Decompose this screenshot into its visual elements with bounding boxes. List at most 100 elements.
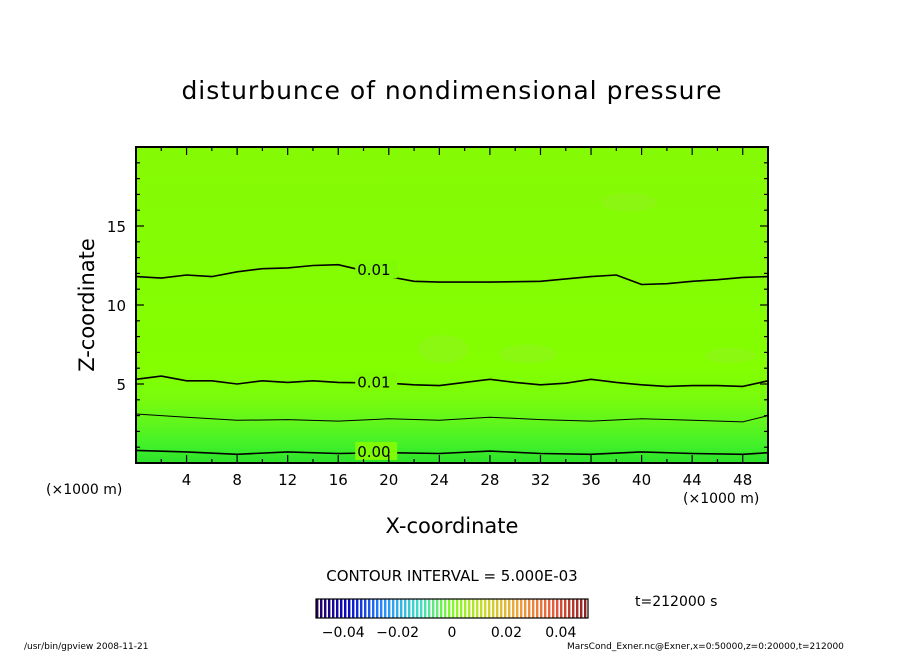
colorbar-cell bbox=[392, 599, 395, 618]
contour-line-2 bbox=[135, 375, 769, 388]
chart-title: disturbunce of nondimensional pressure bbox=[181, 76, 723, 105]
colorbar-cell bbox=[472, 599, 475, 618]
field-highs bbox=[417, 192, 756, 364]
colorbar-cell bbox=[428, 599, 431, 618]
colorbar-cell bbox=[580, 599, 583, 618]
colorbar-cell bbox=[360, 599, 363, 618]
field-high-2 bbox=[704, 347, 756, 364]
contour-field bbox=[136, 147, 768, 463]
colorbar-cell bbox=[576, 599, 579, 618]
x-tick-label: 40 bbox=[632, 471, 651, 489]
x-tick-label: 44 bbox=[683, 471, 702, 489]
colorbar-cell bbox=[584, 599, 587, 618]
x-tick-label: 24 bbox=[430, 471, 449, 489]
colorbar-cell bbox=[540, 599, 543, 618]
y-axis-label: Z-coordinate bbox=[75, 238, 99, 372]
colorbar-cell bbox=[328, 599, 331, 618]
colorbar-cell bbox=[544, 599, 547, 618]
colorbar-cell bbox=[496, 599, 499, 618]
contour-label-bg-2 bbox=[355, 372, 398, 391]
colorbar-cell bbox=[516, 599, 519, 618]
contour-label-bg-0 bbox=[355, 441, 398, 460]
colorbar-cell bbox=[444, 599, 447, 618]
colorbar-cell bbox=[316, 599, 319, 618]
contour-line-1 bbox=[135, 413, 769, 423]
colorbar-cell bbox=[400, 599, 403, 618]
colorbar-cell bbox=[408, 599, 411, 618]
colorbar-cell bbox=[484, 599, 487, 618]
colorbar-cell bbox=[456, 599, 459, 618]
footer-left: /usr/bin/gpview 2008-11-21 bbox=[24, 642, 149, 652]
footer-right: MarsCond_Exner.nc@Exner,x=0:50000,z=0:20… bbox=[567, 642, 844, 652]
colorbar-tick-label: 0.02 bbox=[491, 625, 522, 641]
x-tick-label: 28 bbox=[480, 471, 499, 489]
colorbar-cell bbox=[508, 599, 511, 618]
colorbar-cell bbox=[552, 599, 555, 618]
colorbar-cell bbox=[388, 599, 391, 618]
colorbar-cell bbox=[572, 599, 575, 618]
colorbar-cell bbox=[492, 599, 495, 618]
y-tick-label: 15 bbox=[107, 218, 126, 236]
colorbar-cell bbox=[556, 599, 559, 618]
colorbar-cell bbox=[368, 599, 371, 618]
colorbar-tick-label: 0.04 bbox=[545, 625, 576, 641]
colorbar-cell bbox=[336, 599, 339, 618]
colorbar-cell bbox=[416, 599, 419, 618]
x-tick-label: 36 bbox=[581, 471, 600, 489]
y-tick-labels: 5 10 15 bbox=[107, 218, 126, 394]
colorbar-cell bbox=[332, 599, 335, 618]
colorbar-cell bbox=[356, 599, 359, 618]
contour-label-3: 0.01 bbox=[357, 261, 390, 279]
colorbar-cell bbox=[512, 599, 515, 618]
contour-line-3 bbox=[135, 263, 769, 286]
colorbar-cell bbox=[564, 599, 567, 618]
colorbar-cell bbox=[560, 599, 563, 618]
colorbar-cell bbox=[464, 599, 467, 618]
colorbar-cell bbox=[548, 599, 551, 618]
colorbar-cell bbox=[448, 599, 451, 618]
colorbar-cell bbox=[372, 599, 375, 618]
axis-ticks bbox=[136, 147, 768, 463]
colorbar-cell bbox=[424, 599, 427, 618]
colorbar-tick-label: −0.04 bbox=[322, 625, 365, 641]
colorbar-cell bbox=[376, 599, 379, 618]
colorbar-cell bbox=[440, 599, 443, 618]
contour-interval: CONTOUR INTERVAL = 5.000E-03 bbox=[326, 567, 578, 585]
colorbar-cell bbox=[524, 599, 527, 618]
colorbar-cell bbox=[480, 599, 483, 618]
colorbar-cell bbox=[344, 599, 347, 618]
field-high-3 bbox=[601, 192, 657, 212]
colorbar-cell bbox=[488, 599, 491, 618]
x-unit-left: (×1000 m) bbox=[46, 482, 123, 498]
colorbar-cell bbox=[436, 599, 439, 618]
y-tick-label: 5 bbox=[116, 376, 126, 394]
x-tick-labels: 4 8 12 16 20 24 28 32 36 40 44 48 bbox=[182, 471, 752, 489]
colorbar-cell bbox=[568, 599, 571, 618]
contour-line-0 bbox=[135, 449, 769, 456]
contour-label-2: 0.01 bbox=[357, 373, 390, 391]
colorbar-cell bbox=[504, 599, 507, 618]
colorbar bbox=[315, 598, 589, 619]
colorbar-cell bbox=[396, 599, 399, 618]
colorbar-cell bbox=[520, 599, 523, 618]
x-tick-label: 48 bbox=[733, 471, 752, 489]
colorbar-cell bbox=[324, 599, 327, 618]
colorbar-cell bbox=[432, 599, 435, 618]
x-tick-label: 4 bbox=[182, 471, 192, 489]
colorbar-frame bbox=[315, 598, 589, 619]
colorbar-cell bbox=[460, 599, 463, 618]
x-unit-right: (×1000 m) bbox=[683, 491, 760, 507]
time-stamp: t=212000 s bbox=[635, 594, 718, 610]
colorbar-cell bbox=[476, 599, 479, 618]
colorbar-cell bbox=[352, 599, 355, 618]
colorbar-cell bbox=[412, 599, 415, 618]
colorbar-cell bbox=[500, 599, 503, 618]
x-tick-label: 12 bbox=[278, 471, 297, 489]
contour-labels: 0.00 0.01 0.01 bbox=[355, 260, 398, 461]
contour-label-0: 0.00 bbox=[357, 443, 390, 461]
x-tick-label: 32 bbox=[531, 471, 550, 489]
colorbar-cell bbox=[380, 599, 383, 618]
colorbar-cell bbox=[532, 599, 535, 618]
field-high-1 bbox=[498, 344, 557, 364]
